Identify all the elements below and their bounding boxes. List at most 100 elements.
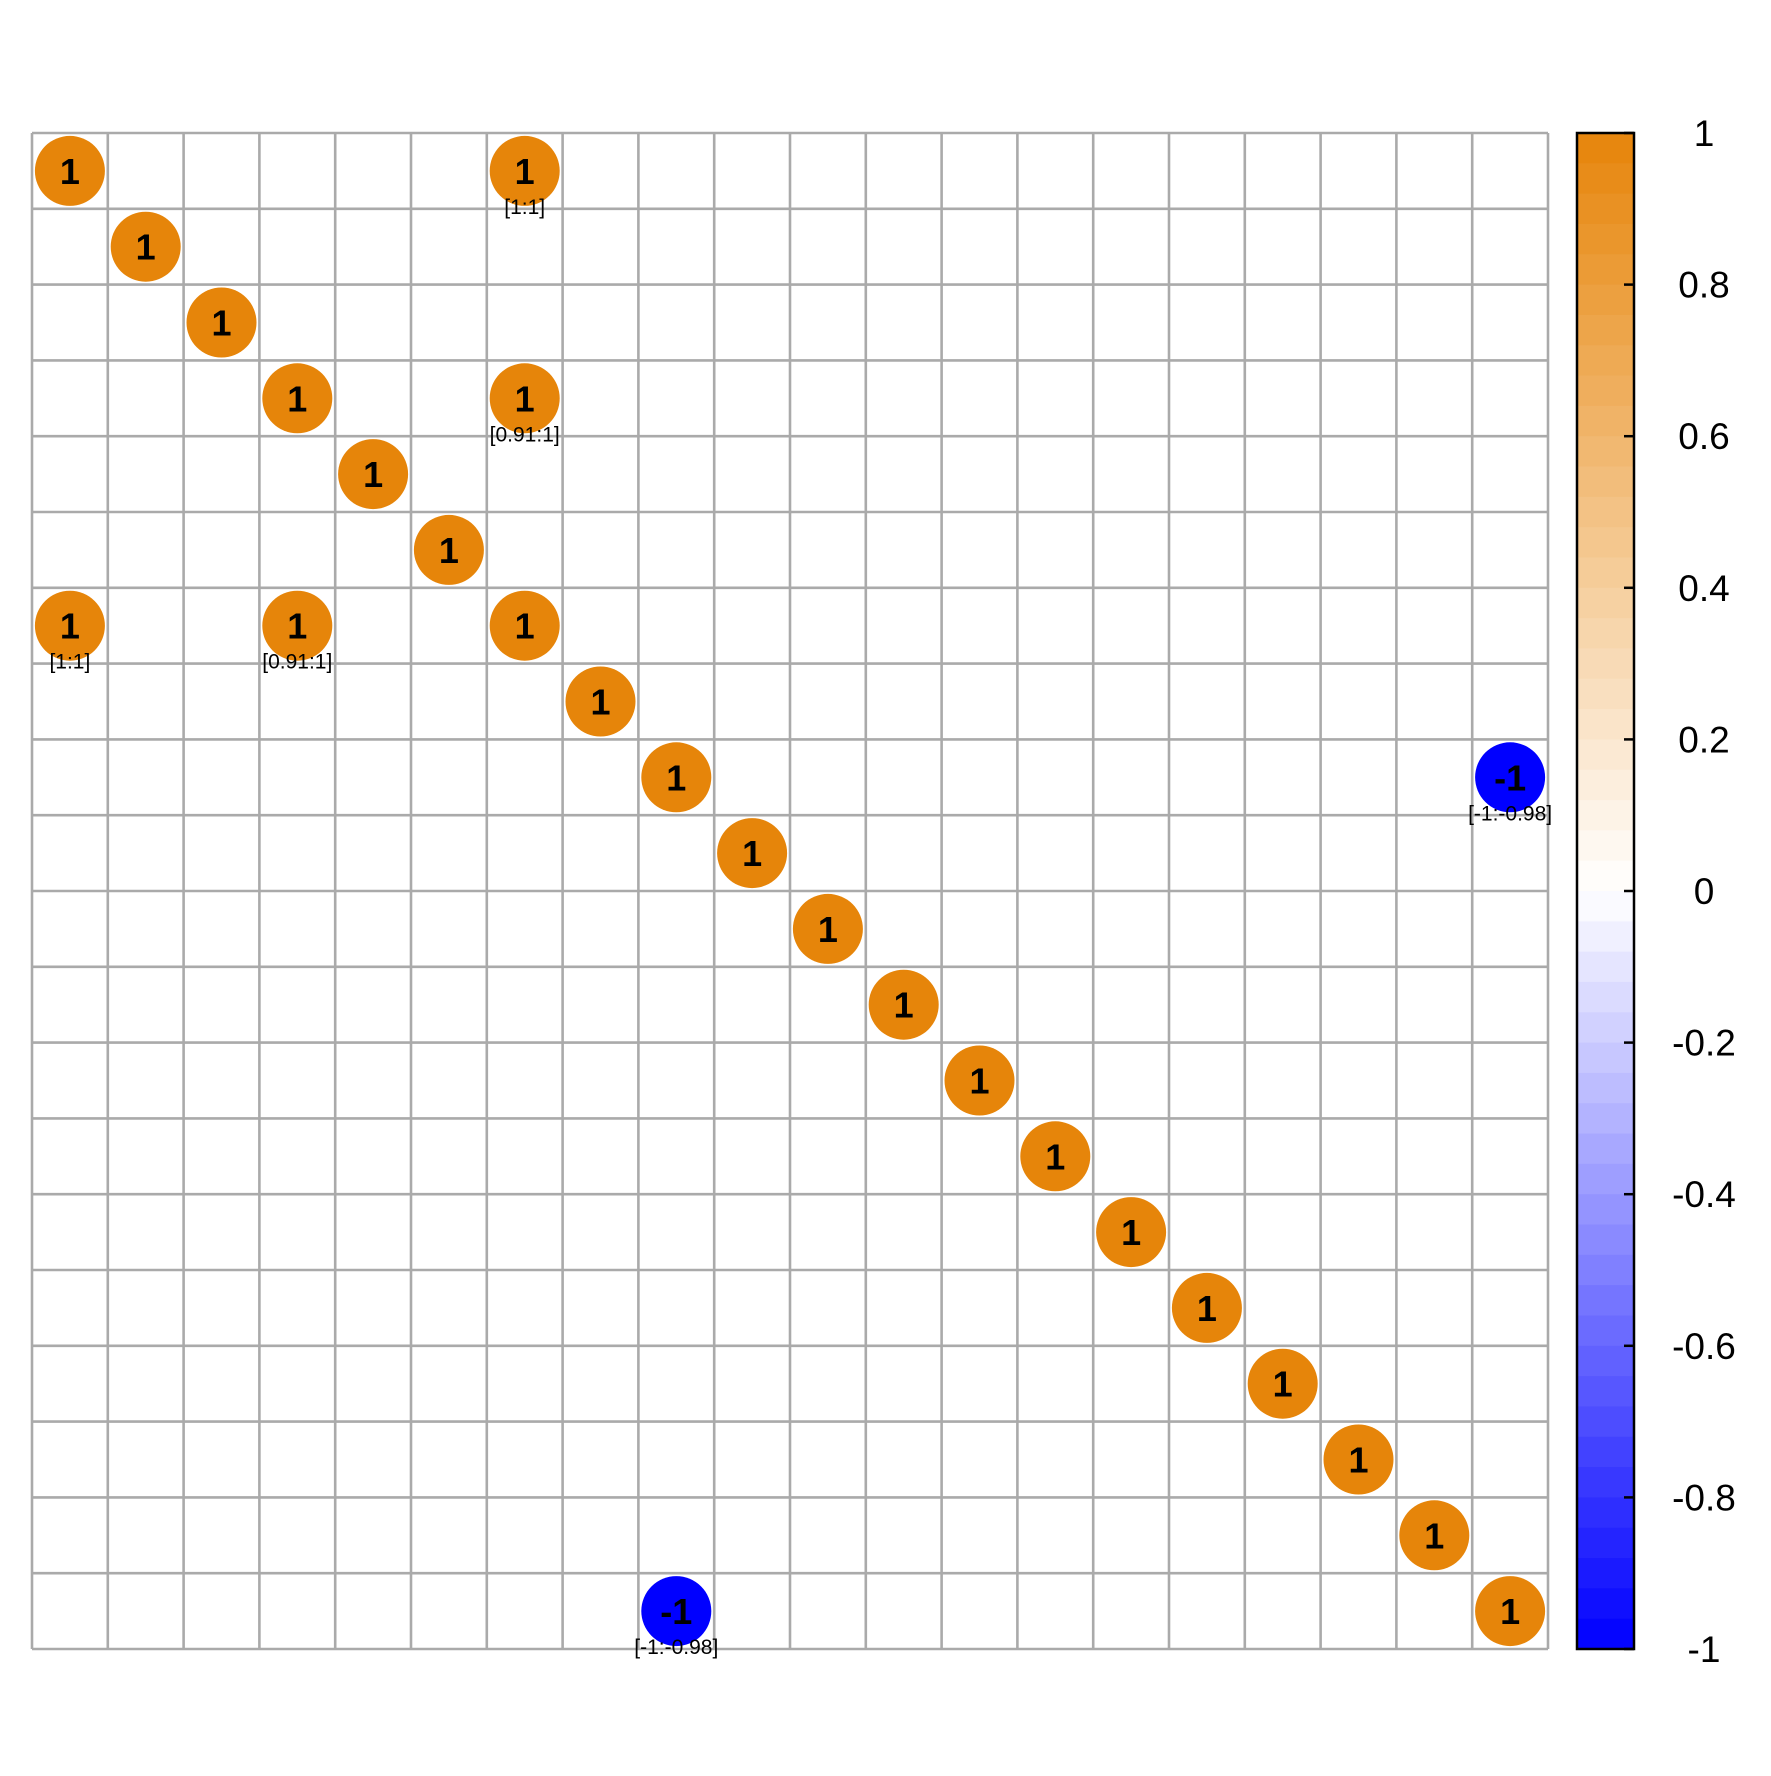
colorbar-segment	[1577, 648, 1634, 680]
colorbar-segment	[1577, 527, 1634, 559]
colorbar-tick-label: -0.4	[1672, 1174, 1736, 1215]
colorbar-tick-label: 0	[1694, 871, 1715, 912]
colorbar-segment	[1577, 1588, 1634, 1620]
colorbar-segment	[1577, 587, 1634, 619]
colorbar-segment	[1577, 1467, 1634, 1498]
grid-layer	[30, 131, 1550, 1651]
correlation-value-label: 1	[439, 530, 459, 571]
correlation-value-label: -1	[1494, 757, 1526, 798]
colorbar-segment	[1577, 981, 1634, 1013]
correlation-circle	[641, 742, 712, 813]
colorbar-segment	[1577, 405, 1634, 437]
correlation-value-label: 1	[515, 151, 535, 192]
correlation-value-label: 1	[60, 151, 80, 192]
correlation-circle	[338, 439, 409, 510]
correlation-circle	[1096, 1197, 1167, 1268]
correlation-circle	[641, 1576, 712, 1647]
colorbar-segment	[1577, 223, 1634, 255]
correlation-circle	[868, 969, 939, 1040]
correlation-value-label: 1	[742, 833, 762, 874]
colorbar-segment	[1577, 1042, 1634, 1074]
colorbar-tick-label: 0.2	[1678, 719, 1729, 760]
colorbar-segment	[1577, 1527, 1634, 1559]
colorbar-segment	[1577, 163, 1634, 195]
correlation-circle	[489, 590, 560, 661]
colorbar-tick-label: 0.4	[1678, 568, 1729, 609]
colorbar-segment	[1577, 1254, 1634, 1286]
colorbar-segment	[1577, 375, 1634, 407]
colorbar-segment	[1577, 860, 1634, 892]
correlation-value-label: 1	[515, 606, 535, 647]
correlation-circle	[565, 666, 636, 737]
correlation-value-label: 1	[136, 227, 156, 268]
colorbar-segment	[1577, 921, 1634, 953]
colorbar-segment	[1577, 1133, 1634, 1165]
colorbar-tick-label: -0.6	[1672, 1326, 1736, 1367]
correlation-circle	[34, 135, 105, 206]
correlation-circle	[1247, 1348, 1318, 1419]
colorbar-segment	[1577, 1618, 1634, 1650]
correlation-value-label: 1	[590, 682, 610, 723]
colorbar-segment	[1577, 739, 1634, 771]
correlation-circle	[1399, 1500, 1470, 1571]
correlation-circle	[489, 135, 560, 206]
colorbar-segment	[1577, 1224, 1634, 1256]
colorbar-segment	[1577, 466, 1634, 498]
correlation-value-label: 1	[515, 378, 535, 419]
correlation-circle	[413, 514, 484, 585]
colorbar-segment	[1577, 284, 1634, 316]
correlation-circle	[262, 590, 333, 661]
colorbar-segment	[1577, 1558, 1634, 1589]
correlation-circle	[1323, 1424, 1394, 1495]
colorbar-segment	[1577, 1163, 1634, 1195]
colorbar-segment	[1577, 1194, 1634, 1226]
colorbar-segment	[1577, 1497, 1634, 1529]
colorbar-segment	[1577, 496, 1634, 528]
correlation-circle	[944, 1045, 1015, 1116]
correlation-circle	[186, 287, 257, 358]
correlation-value-label: 1	[1045, 1136, 1065, 1177]
cells-layer: 1 1 [1:1] 1 1 1 1 [0.91:1] 1 1 1 [1:1] 1 [0.91:1] 1 1 1 -…	[34, 135, 1552, 1659]
correlation-value-label: 1	[818, 909, 838, 950]
correlation-value-label: 1	[211, 303, 231, 344]
colorbar-segment	[1577, 830, 1634, 862]
colorbar-segment	[1577, 254, 1634, 286]
colorbar-segment	[1577, 1315, 1634, 1347]
colorbar-tick-label: 0.8	[1678, 265, 1729, 306]
colorbar-segment	[1577, 709, 1634, 740]
colorbar-segment	[1577, 618, 1634, 650]
correlation-value-label: 1	[894, 985, 914, 1026]
correlation-value-label: 1	[60, 606, 80, 647]
colorbar-segment	[1577, 1103, 1634, 1135]
colorbar-segment	[1577, 769, 1634, 801]
colorbar-segment	[1577, 1012, 1634, 1044]
confidence-interval-label: [1:1]	[49, 651, 90, 674]
colorbar-segment	[1577, 1406, 1634, 1438]
colorbar-tick-label: 1	[1694, 113, 1715, 154]
colorbar-segment	[1577, 1072, 1634, 1104]
colorbar-segment	[1577, 436, 1634, 468]
correlation-circle	[1020, 1121, 1091, 1192]
correlation-value-label: 1	[287, 606, 307, 647]
correlation-circle	[489, 363, 560, 434]
colorbar-segment	[1577, 800, 1634, 831]
colorbar-segment	[1577, 951, 1634, 983]
colorbar: 1 0.8 0.6 0.4 0.2 0 -0.2 -0.4 -0.6 -0.8 -1	[1575, 113, 1736, 1670]
colorbar-segment	[1577, 193, 1634, 225]
correlation-circle	[262, 363, 333, 434]
correlation-value-label: 1	[1348, 1440, 1368, 1481]
confidence-interval-label: [-1:-0.98]	[634, 1636, 718, 1659]
colorbar-segment	[1577, 314, 1634, 346]
colorbar-segment	[1577, 557, 1634, 589]
colorbar-tick-label: -1	[1688, 1629, 1721, 1670]
correlation-value-label: -1	[660, 1591, 692, 1632]
correlation-circle	[1171, 1272, 1242, 1343]
correlation-circle	[34, 590, 105, 661]
correlation-value-label: 1	[287, 378, 307, 419]
colorbar-segment	[1577, 1436, 1634, 1468]
correlation-value-label: 1	[666, 757, 686, 798]
confidence-interval-label: [1:1]	[504, 196, 545, 219]
colorbar-tick-label: -0.2	[1672, 1023, 1736, 1064]
